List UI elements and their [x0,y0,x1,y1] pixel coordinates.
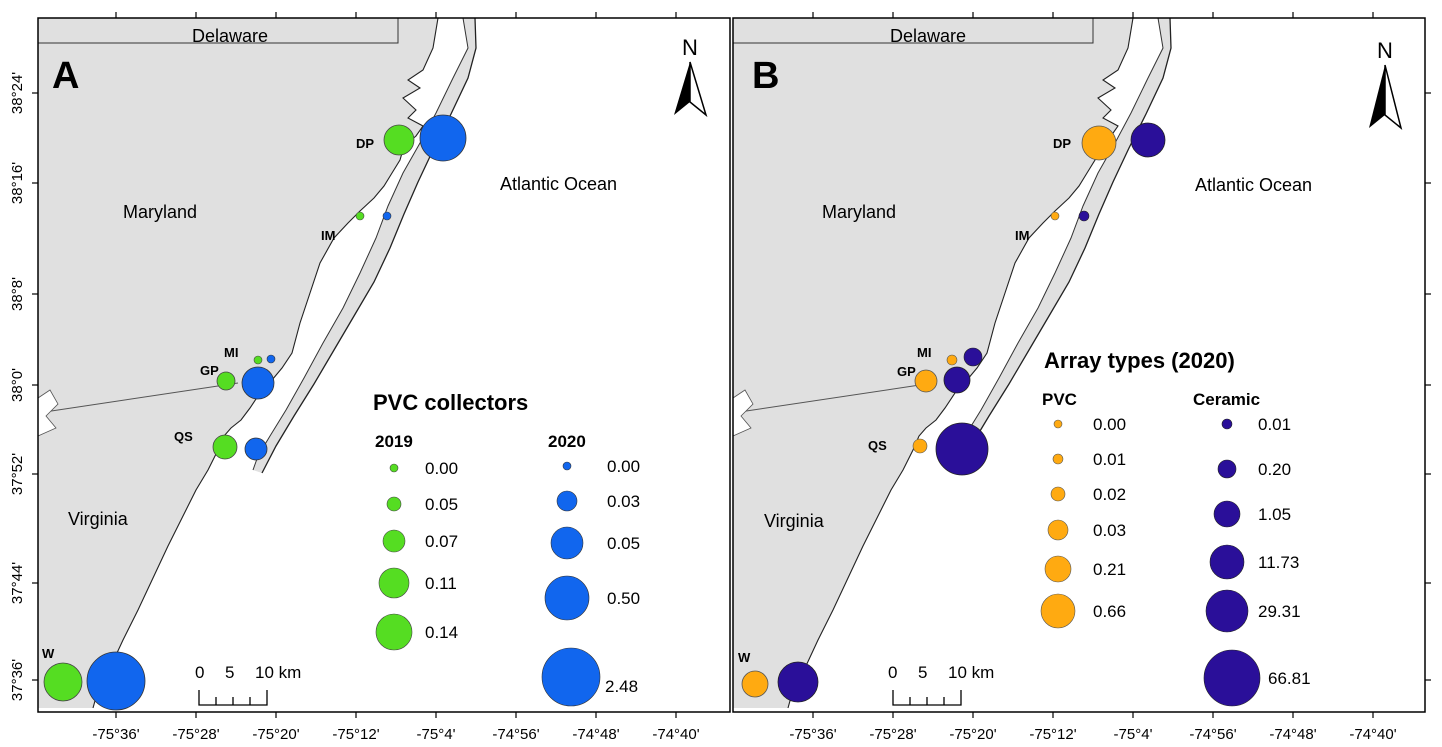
panel-b-site-qs: QS [868,438,887,453]
panel-a-legend-col1-title: 2019 [375,432,413,451]
panel-a-legend: PVC collectors 2019 2020 0.00 0.05 0.07 … [373,390,640,707]
panel-b-label-virginia: Virginia [764,511,825,531]
panel-a-legend-2019-value-4: 0.11 [425,574,457,593]
longitude-label: -74°56' [1189,726,1236,743]
longitude-label: -75°4' [417,726,456,743]
panel-a-site-im: IM [321,228,335,243]
longitude-label: -74°48' [1269,726,1316,743]
panel-a-legend-2019-value-5: 0.14 [425,623,458,642]
panel-b-legend-pvc-value-3: 0.02 [1093,485,1126,504]
longitude-label: -74°40' [1349,726,1396,743]
panel-b-legend-ceramic-value-4: 11.73 [1258,553,1299,572]
longitude-label: -75°12' [1029,726,1076,743]
panel-b-map: B Delaware Maryland Virginia Atlantic Oc… [732,17,1426,713]
latitude-label: 38°8' [9,277,26,311]
panel-b-legend-pvc-value-1: 0.00 [1093,415,1126,434]
panel-b-legend-ceramic-value-5: 29.31 [1258,602,1301,621]
longitude-label: -74°40' [652,726,699,743]
panel-a-legend-2019-value-1: 0.00 [425,459,458,478]
panel-b-legend: Array types (2020) PVC Ceramic 0.00 0.01… [1040,348,1311,707]
longitude-label: -75°20' [949,726,996,743]
longitude-label: -75°4' [1114,726,1153,743]
panel-a-legend-2020-value-3: 0.05 [607,534,640,553]
panel-b-legend-ceramic-value-2: 0.20 [1258,460,1291,479]
panel-b-legend-col2-title: Ceramic [1193,390,1260,409]
panel-b-legend-pvc-value-5: 0.21 [1093,560,1126,579]
longitude-label: -74°56' [492,726,539,743]
graticule-axes: 38°24' 38°16' 38°8' 38°0' 37°52' 37°44' 37°36'… [9,12,1431,743]
svg-text:5: 5 [225,663,234,682]
panel-a-site-qs: QS [174,429,193,444]
panel-a-site-dp: DP [356,136,374,151]
panel-b-scalebar: 0 5 10 km [888,663,994,706]
longitude-label: -75°36' [92,726,139,743]
svg-text:10 km: 10 km [948,663,994,682]
panel-a-legend-col2-title: 2020 [548,432,586,451]
panel-b-legend-ceramic-value-1: 0.01 [1258,415,1291,434]
panel-a-scalebar: 0 5 10 km [195,663,301,706]
panel-a-legend-2020-value-2: 0.03 [607,492,640,511]
panel-b-legend-col1-title: PVC [1042,390,1077,409]
panel-b-label-ocean: Atlantic Ocean [1195,175,1312,195]
panel-a-north-arrow: N [674,35,708,118]
panel-a-legend-2020-value-4: 0.50 [607,589,640,608]
panel-b-site-im: IM [1015,228,1029,243]
panel-b-label-maryland: Maryland [822,202,896,222]
svg-text:0: 0 [195,663,204,682]
panel-a-legend-2019-value-2: 0.05 [425,495,458,514]
panel-a-label-delaware: Delaware [192,26,268,46]
panel-a-label-ocean: Atlantic Ocean [500,174,617,194]
panel-a-sites [43,114,467,711]
panel-a-legend-2020-value-5: 2.48 [605,677,638,696]
panel-a-label-maryland: Maryland [123,202,197,222]
panel-b-sites [741,122,1166,703]
longitude-label: -75°20' [252,726,299,743]
panel-b-legend-ceramic-value-3: 1.05 [1258,505,1291,524]
panel-a-map: A Delaware Maryland Virginia Atlantic Oc… [37,17,731,713]
panel-a-site-mi: MI [224,345,238,360]
longitude-label: -75°28' [172,726,219,743]
panel-a-site-gp: GP [200,363,219,378]
panel-b-north-arrow: N [1369,38,1403,131]
panel-b-site-mi: MI [917,345,931,360]
panel-b-legend-pvc-value-4: 0.03 [1093,521,1126,540]
latitude-label: 37°52' [9,453,26,495]
panel-b-legend-pvc-value-2: 0.01 [1093,450,1126,469]
svg-text:N: N [682,35,698,60]
svg-text:10 km: 10 km [255,663,301,682]
panel-a-label-virginia: Virginia [68,509,129,529]
panel-a-site-w: W [42,646,55,661]
panel-a-letter: A [52,55,79,97]
panel-b-site-dp: DP [1053,136,1071,151]
panel-b-site-gp: GP [897,364,916,379]
latitude-label: 38°0' [9,368,26,402]
panel-b-letter: B [752,55,779,97]
latitude-label: 38°24' [9,72,26,114]
panel-a-legend-2019-value-3: 0.07 [425,532,458,551]
latitude-label: 37°36' [9,659,26,701]
panel-b-legend-pvc-value-6: 0.66 [1093,602,1126,621]
panel-a-legend-title: PVC collectors [373,390,528,415]
svg-text:5: 5 [918,663,927,682]
panel-b-legend-ceramic-value-6: 66.81 [1268,669,1311,688]
longitude-label: -75°36' [789,726,836,743]
svg-text:0: 0 [888,663,897,682]
latitude-label: 37°44' [9,562,26,604]
panel-b-label-delaware: Delaware [890,26,966,46]
longitude-label: -75°28' [869,726,916,743]
panel-a-legend-2020-value-1: 0.00 [607,457,640,476]
panel-b-legend-title: Array types (2020) [1044,348,1235,373]
panel-b-site-w: W [738,650,751,665]
svg-text:N: N [1377,38,1393,63]
longitude-label: -74°48' [572,726,619,743]
latitude-label: 38°16' [9,162,26,204]
longitude-label: -75°12' [332,726,379,743]
